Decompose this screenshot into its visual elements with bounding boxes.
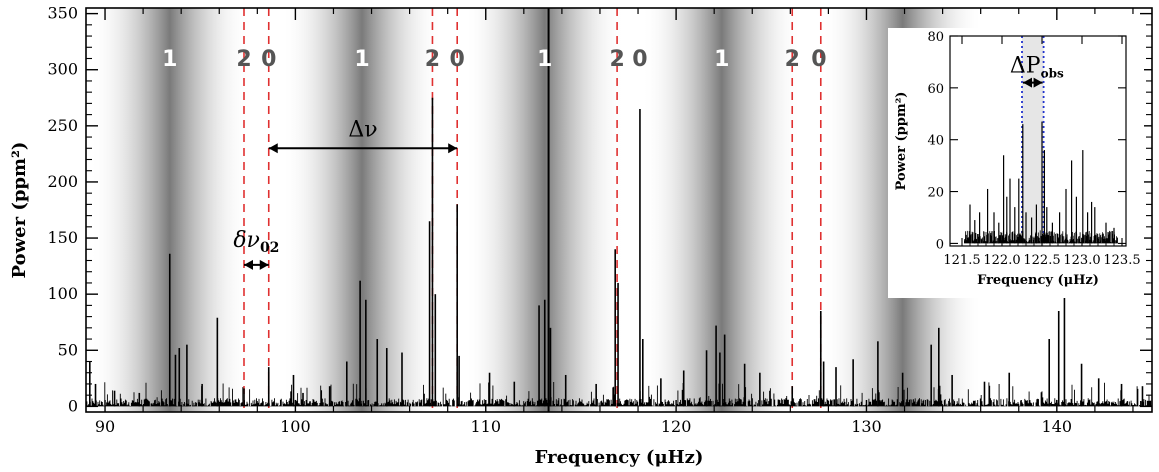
subscript: 02 bbox=[260, 240, 279, 256]
mode-label: 0 bbox=[811, 47, 826, 72]
mode-labels: 1201201201201 bbox=[162, 47, 910, 72]
inset-chart: ΔPobs 121.5 122.0 122.5 123.0 123.5 0 20 40 60 80 F… bbox=[888, 28, 1144, 298]
y-tick-label: 100 bbox=[47, 284, 78, 303]
arrow-head bbox=[243, 259, 253, 270]
x-axis-label: Frequency (μHz) bbox=[535, 447, 704, 468]
mode-label: 1 bbox=[714, 47, 729, 72]
inset-x-tick-label: 122.5 bbox=[1023, 253, 1060, 268]
inset-x-tick-label: 121.5 bbox=[943, 253, 980, 268]
inset-y-tick-label: 0 bbox=[936, 237, 944, 252]
delta-nu-label: Δν bbox=[348, 117, 377, 142]
inset-y-axis-label: Power (ppm²) bbox=[894, 92, 909, 191]
subscript: obs bbox=[1041, 67, 1064, 81]
inset-x-tick-label: 122.0 bbox=[983, 253, 1020, 268]
x-tick-label: 140 bbox=[1042, 417, 1073, 436]
annotations: Δν δν02 bbox=[233, 117, 458, 270]
small-separation-label: δν02 bbox=[233, 228, 279, 256]
arrow-head bbox=[268, 143, 278, 154]
inset-y-tick-label: 20 bbox=[927, 186, 944, 201]
mode-label: 0 bbox=[450, 47, 465, 72]
period-spacing-arrow bbox=[1023, 77, 1043, 88]
arrow-head bbox=[1033, 77, 1043, 88]
mode-label: 0 bbox=[261, 47, 276, 72]
inset-x-axis-label: Frequency (μHz) bbox=[977, 273, 1099, 288]
x-tick-label: 120 bbox=[661, 417, 692, 436]
mode-label: 1 bbox=[537, 47, 552, 72]
delta-nu-symbol: δν bbox=[233, 228, 260, 253]
inset-y-tick-label: 40 bbox=[927, 134, 944, 149]
y-tick-label: 150 bbox=[47, 228, 78, 247]
inset-x-tick-label: 123.0 bbox=[1063, 253, 1100, 268]
plot-frame bbox=[85, 7, 1153, 413]
mode-label: 0 bbox=[632, 47, 647, 72]
arrow-head bbox=[1023, 77, 1032, 88]
delta-p-symbol: ΔP bbox=[1010, 54, 1041, 79]
mode-label: 2 bbox=[609, 47, 624, 72]
mode-label: 2 bbox=[425, 47, 440, 72]
y-axis-label: Power (ppm²) bbox=[9, 142, 30, 279]
delta-nu-arrow bbox=[268, 143, 458, 154]
inset-background bbox=[888, 28, 1144, 298]
y-tick-label: 250 bbox=[47, 116, 78, 135]
inset-x-tick-label: 123.5 bbox=[1103, 253, 1140, 268]
x-tick-label: 130 bbox=[851, 417, 882, 436]
mode-label: 1 bbox=[354, 47, 369, 72]
small-separation-arrow bbox=[243, 259, 269, 270]
y-tick-label: 350 bbox=[47, 4, 78, 23]
shaded-band bbox=[641, 8, 802, 412]
mode-label: 1 bbox=[162, 47, 177, 72]
period-spacing-label: ΔPobs bbox=[1010, 54, 1064, 81]
arrow-head bbox=[259, 259, 269, 270]
y-tick-label: 200 bbox=[47, 172, 78, 191]
y-tick-label: 50 bbox=[58, 340, 78, 359]
x-tick-label: 90 bbox=[95, 417, 115, 436]
inset-y-tick-label: 60 bbox=[927, 82, 944, 97]
y-tick-label: 300 bbox=[47, 60, 78, 79]
inset-frame bbox=[949, 35, 1127, 247]
mode-label: 2 bbox=[236, 47, 251, 72]
inset-y-tick-label: 80 bbox=[927, 30, 944, 45]
arrow-head bbox=[448, 143, 458, 154]
y-tick-label: 0 bbox=[68, 396, 78, 415]
inset-shaded-region bbox=[1022, 36, 1044, 246]
mode-label: 2 bbox=[785, 47, 800, 72]
main-axes: 90 100 110 120 130 140050100150200250300350Fr… bbox=[9, 4, 1153, 468]
shaded-band bbox=[282, 8, 442, 412]
x-tick-label: 100 bbox=[280, 417, 311, 436]
x-tick-label: 110 bbox=[470, 417, 501, 436]
